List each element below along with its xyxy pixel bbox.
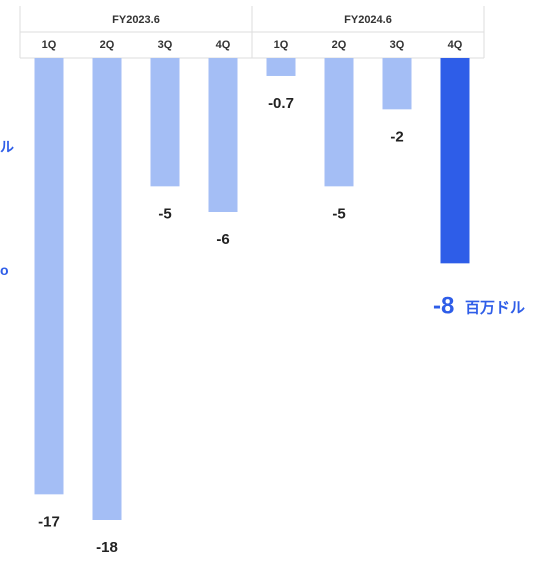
data-label: -5: [332, 205, 345, 222]
data-label: -17: [38, 513, 60, 530]
category-tick-label: 2Q: [100, 39, 115, 51]
bar: [208, 58, 238, 212]
category-header: FY2023.6 FY2024.6 1Q 2Q 3Q 4Q 1Q 2Q 3Q 4Q: [42, 14, 463, 51]
category-tick-label: 4Q: [216, 39, 231, 51]
cut-off-label-right-edge-1: ル: [0, 139, 14, 155]
data-label: -6: [216, 231, 229, 248]
category-tick-label: 4Q: [448, 39, 463, 51]
data-label: -2: [390, 128, 403, 145]
bars: [34, 58, 470, 520]
fiscal-year-label: FY2023.6: [112, 14, 160, 26]
data-label: -0.7: [268, 95, 294, 112]
data-labels: -17 -18 -5 -6 -0.7 -5 -2: [38, 95, 404, 556]
bar: [34, 58, 64, 495]
bar: [92, 58, 122, 520]
bar-highlight: [440, 58, 470, 264]
bar: [150, 58, 180, 187]
category-tick-label: 3Q: [390, 39, 405, 51]
data-label: -5: [158, 205, 171, 222]
cut-off-label-right-edge-2: o: [0, 262, 9, 278]
fiscal-year-label: FY2024.6: [344, 14, 392, 26]
annotation-value: -8: [433, 292, 454, 319]
category-tick-label: 2Q: [332, 39, 347, 51]
bar: [266, 58, 296, 76]
category-tick-label: 3Q: [158, 39, 173, 51]
category-tick-label: 1Q: [42, 39, 57, 51]
highlight-annotation: -8 百万ドル: [433, 292, 525, 319]
category-tick-label: 1Q: [274, 39, 289, 51]
header-grid: [19, 6, 485, 59]
bar: [382, 58, 412, 110]
annotation-unit: 百万ドル: [465, 299, 525, 316]
bar: [324, 58, 354, 187]
data-label: -18: [96, 539, 118, 556]
